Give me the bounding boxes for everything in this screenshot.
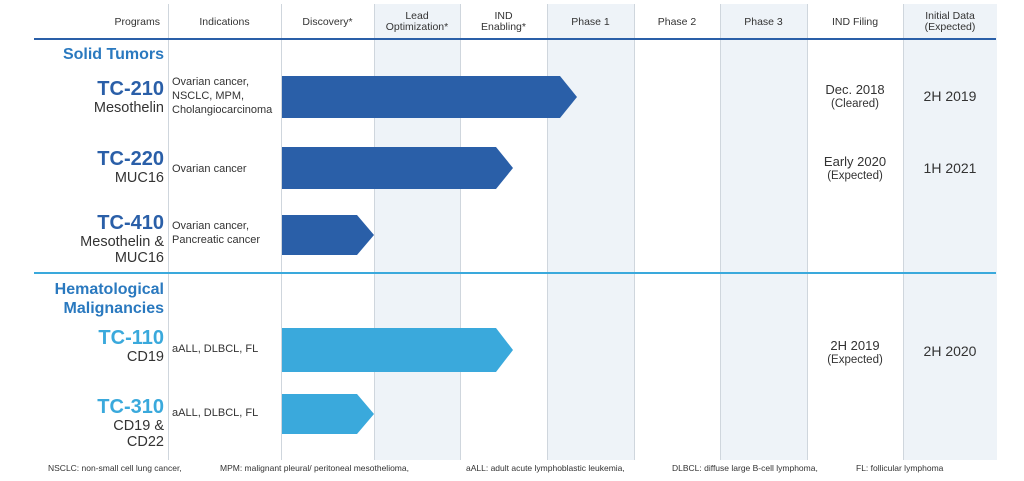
footnote: aALL: adult acute lymphoblastic leukemia… (466, 463, 625, 473)
header-indications: Indications (199, 15, 250, 28)
progress-arrow-tc310 (282, 394, 375, 434)
phase1-column-shade (547, 4, 634, 460)
footnote: NSCLC: non-small cell lung cancer, (48, 463, 182, 473)
program-target: Mesothelin (93, 100, 164, 116)
ind-filing-note: (Cleared) (831, 98, 879, 110)
gridline (720, 4, 721, 460)
initial-data-tc210: 2H 2019 (923, 88, 977, 104)
indication-tc110: aALL, DLBCL, FL (172, 343, 259, 355)
program-name: TC-110 (98, 327, 164, 349)
initial-data-tc220: 1H 2021 (923, 160, 977, 176)
indication-tc220: Ovarian cancer (172, 163, 247, 175)
gridline (374, 4, 375, 460)
header-phase1: Phase 1 (571, 15, 610, 28)
header-programs: Programs (114, 15, 160, 28)
gridline (547, 4, 548, 460)
program-tc110: TC-110 CD19 (34, 327, 164, 367)
ind-filing-date: 2H 2019 (830, 338, 880, 353)
program-tc220: TC-220 MUC16 (34, 148, 164, 188)
gridline (903, 4, 904, 460)
program-target: MUC16 (114, 170, 164, 186)
ind-filing-note: (Expected) (827, 354, 883, 366)
header-discovery: Discovery* (302, 15, 353, 28)
footnote: MPM: malignant pleural/ peritoneal mesot… (220, 463, 409, 473)
ind-filing-date: Dec. 2018 (825, 82, 885, 97)
program-target: CD19 (126, 349, 164, 365)
ind-filing-tc110: 2H 2019 (Expected) (807, 338, 903, 368)
program-name: TC-410 (97, 212, 164, 234)
section-solid-tumors: Solid Tumors (62, 46, 164, 63)
program-name: TC-210 (97, 78, 164, 100)
gridline (460, 4, 461, 460)
program-tc310: TC-310 CD19 & CD22 (34, 396, 164, 452)
gridline (634, 4, 635, 460)
gridline (807, 4, 808, 460)
indication-tc210: Ovarian cancer, NSCLC, MPM, Cholangiocar… (172, 76, 273, 116)
program-target: Mesothelin & MUC16 (80, 234, 164, 266)
progress-arrow-tc410 (282, 215, 375, 255)
footnote: FL: follicular lymphoma (856, 463, 944, 473)
section-hematological: Hematological Malignancies (54, 281, 164, 317)
header-initial-data: Initial Data (Expected) (924, 10, 976, 33)
lead-opt-column-shade (374, 4, 460, 460)
header-phase3: Phase 3 (744, 15, 783, 28)
program-name: TC-310 (97, 396, 164, 418)
gridline (168, 4, 169, 460)
progress-arrow-tc210 (282, 76, 578, 118)
progress-arrow-tc220 (282, 147, 514, 189)
gridline (281, 4, 282, 460)
header-lead-optimization: Lead Optimization* (385, 10, 449, 33)
header-divider (34, 38, 996, 40)
initial-data-tc110: 2H 2020 (923, 343, 977, 359)
program-tc210: TC-210 Mesothelin (34, 78, 164, 118)
indication-tc410: Ovarian cancer, Pancreatic cancer (172, 220, 261, 246)
program-name: TC-220 (97, 148, 164, 170)
ind-filing-date: Early 2020 (823, 154, 887, 169)
footnote: DLBCL: diffuse large B-cell lymphoma, (672, 463, 818, 473)
header-ind-enabling: IND Enabling* (481, 10, 526, 33)
program-target: CD19 & CD22 (113, 418, 164, 450)
phase3-column-shade (720, 4, 807, 460)
initial-data-column-shade (903, 4, 997, 460)
ind-filing-tc210: Dec. 2018 (Cleared) (807, 82, 903, 112)
header-phase2: Phase 2 (657, 15, 697, 28)
indication-tc310: aALL, DLBCL, FL (172, 407, 259, 419)
header-ind-filing: IND Filing (831, 15, 879, 28)
ind-filing-note: (Expected) (827, 170, 883, 182)
program-tc410: TC-410 Mesothelin & MUC16 (34, 212, 164, 268)
ind-filing-tc220: Early 2020 (Expected) (807, 154, 903, 184)
section-divider (34, 272, 996, 274)
progress-arrow-tc110 (282, 328, 514, 372)
